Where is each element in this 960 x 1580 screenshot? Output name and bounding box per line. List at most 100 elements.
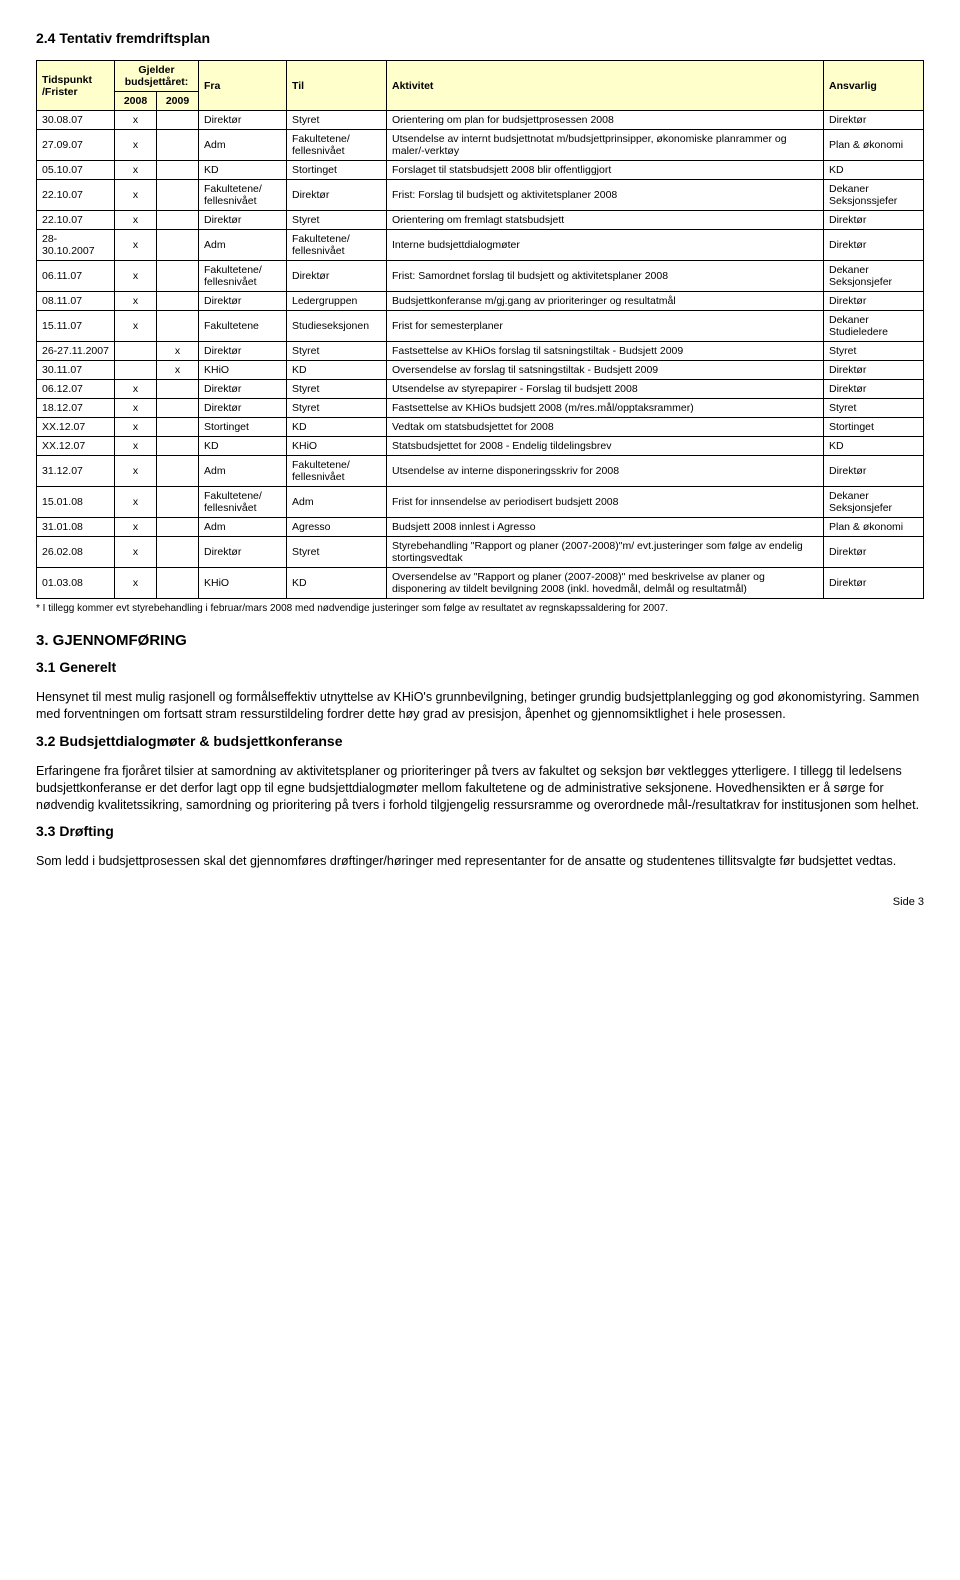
cell-y08	[115, 342, 157, 361]
th-fra: Fra	[199, 61, 287, 111]
table-row: 06.11.07xFakultetene/ fellesnivåetDirekt…	[37, 261, 924, 292]
cell-ans: KD	[824, 437, 924, 456]
cell-akt: Fastsettelse av KHiOs forslag til satsni…	[387, 342, 824, 361]
cell-y08: x	[115, 380, 157, 399]
cell-y09	[157, 211, 199, 230]
cell-ans: Direktør	[824, 211, 924, 230]
cell-tid: 06.12.07	[37, 380, 115, 399]
cell-til: Direktør	[287, 180, 387, 211]
cell-fra: Adm	[199, 518, 287, 537]
cell-y09	[157, 418, 199, 437]
section-31-body: Hensynet til mest mulig rasjonell og for…	[36, 689, 924, 723]
cell-y08: x	[115, 111, 157, 130]
cell-ans: Direktør	[824, 380, 924, 399]
table-row: 15.01.08xFakultetene/ fellesnivåetAdmFri…	[37, 487, 924, 518]
cell-y09	[157, 380, 199, 399]
cell-fra: Fakultetene/ fellesnivået	[199, 261, 287, 292]
cell-y08: x	[115, 161, 157, 180]
table-row: 22.10.07x Fakultetene/ fellesnivåetDirekt…	[37, 180, 924, 211]
table-row: 26-27.11.2007xDirektørStyretFastsettelse…	[37, 342, 924, 361]
cell-ans: Plan & økonomi	[824, 518, 924, 537]
cell-ans: Direktør	[824, 537, 924, 568]
cell-ans: Direktør	[824, 361, 924, 380]
cell-y09	[157, 437, 199, 456]
cell-ans: Plan & økonomi	[824, 130, 924, 161]
cell-y08: x	[115, 568, 157, 599]
cell-y09	[157, 311, 199, 342]
schedule-table: Tidspunkt /Frister Gjelder budsjettåret:…	[36, 60, 924, 599]
cell-y09	[157, 111, 199, 130]
cell-ans: Direktør	[824, 456, 924, 487]
cell-y09	[157, 261, 199, 292]
cell-y09	[157, 518, 199, 537]
table-row: XX.12.07xStortingetKDVedtak om statsbuds…	[37, 418, 924, 437]
cell-til: KD	[287, 361, 387, 380]
section-31-title: 3.1 Generelt	[36, 659, 924, 675]
cell-til: Fakultetene/ fellesnivået	[287, 456, 387, 487]
table-row: 15.11.07xFakulteteneStudieseksjonenFrist…	[37, 311, 924, 342]
cell-til: KHiO	[287, 437, 387, 456]
cell-fra: KHiO	[199, 568, 287, 599]
cell-ans: Dekaner Studieledere	[824, 311, 924, 342]
cell-ans: Styret	[824, 399, 924, 418]
cell-y08: x	[115, 418, 157, 437]
cell-ans: Direktør	[824, 292, 924, 311]
table-row: 27.09.07xAdmFakultetene/ fellesnivåetUts…	[37, 130, 924, 161]
cell-til: Fakultetene/ fellesnivået	[287, 130, 387, 161]
cell-y08: x	[115, 456, 157, 487]
section-32-body: Erfaringene fra fjoråret tilsier at samo…	[36, 763, 924, 814]
cell-tid: 08.11.07	[37, 292, 115, 311]
cell-y08: x	[115, 292, 157, 311]
th-til: Til	[287, 61, 387, 111]
cell-fra: Direktør	[199, 111, 287, 130]
cell-akt: Orientering om fremlagt statsbudsjett	[387, 211, 824, 230]
cell-y09	[157, 180, 199, 211]
cell-ans: Dekaner Seksjonsjefer	[824, 487, 924, 518]
cell-til: Ledergruppen	[287, 292, 387, 311]
cell-y08: x	[115, 130, 157, 161]
cell-ans: Direktør	[824, 230, 924, 261]
cell-y09	[157, 568, 199, 599]
th-2009: 2009	[157, 92, 199, 111]
cell-y08: x	[115, 311, 157, 342]
cell-y09	[157, 399, 199, 418]
cell-y09	[157, 161, 199, 180]
cell-ans: Direktør	[824, 111, 924, 130]
cell-tid: 22.10.07	[37, 180, 115, 211]
cell-til: Styret	[287, 399, 387, 418]
cell-tid: 15.11.07	[37, 311, 115, 342]
table-row: 30.11.07xKHiOKDOversendelse av forslag t…	[37, 361, 924, 380]
cell-y09	[157, 230, 199, 261]
cell-akt: Oversendelse av "Rapport og planer (2007…	[387, 568, 824, 599]
cell-fra: Fakultetene	[199, 311, 287, 342]
cell-ans: Dekaner Seksjonsjefer	[824, 261, 924, 292]
cell-ans: Direktør	[824, 568, 924, 599]
table-row: 08.11.07x Direktør LedergruppenBudsjettkon…	[37, 292, 924, 311]
cell-tid: 26-27.11.2007	[37, 342, 115, 361]
cell-ans: Styret	[824, 342, 924, 361]
cell-y09: x	[157, 361, 199, 380]
cell-y08: x	[115, 180, 157, 211]
cell-akt: Budsjettkonferanse m/gj.gang av priorite…	[387, 292, 824, 311]
cell-tid: 30.08.07	[37, 111, 115, 130]
cell-tid: 01.03.08	[37, 568, 115, 599]
cell-fra: Direktør	[199, 211, 287, 230]
cell-fra: Direktør	[199, 537, 287, 568]
cell-y08: x	[115, 230, 157, 261]
cell-akt: Frist for innsendelse av periodisert bud…	[387, 487, 824, 518]
cell-ans: Stortinget	[824, 418, 924, 437]
cell-til: Agresso	[287, 518, 387, 537]
table-row: 28-30.10.2007xAdmFakultetene/ fellesnivå…	[37, 230, 924, 261]
cell-akt: Utsendelse av styrepapirer - Forslag til…	[387, 380, 824, 399]
cell-tid: 27.09.07	[37, 130, 115, 161]
th-gjelder: Gjelder budsjettåret:	[115, 61, 199, 92]
cell-til: Styret	[287, 537, 387, 568]
cell-fra: Stortinget	[199, 418, 287, 437]
cell-akt: Budsjett 2008 innlest i Agresso	[387, 518, 824, 537]
cell-til: Stortinget	[287, 161, 387, 180]
cell-fra: Fakultetene/ fellesnivået	[199, 180, 287, 211]
cell-tid: XX.12.07	[37, 418, 115, 437]
cell-til: Direktør	[287, 261, 387, 292]
cell-y08	[115, 361, 157, 380]
cell-tid: 26.02.08	[37, 537, 115, 568]
